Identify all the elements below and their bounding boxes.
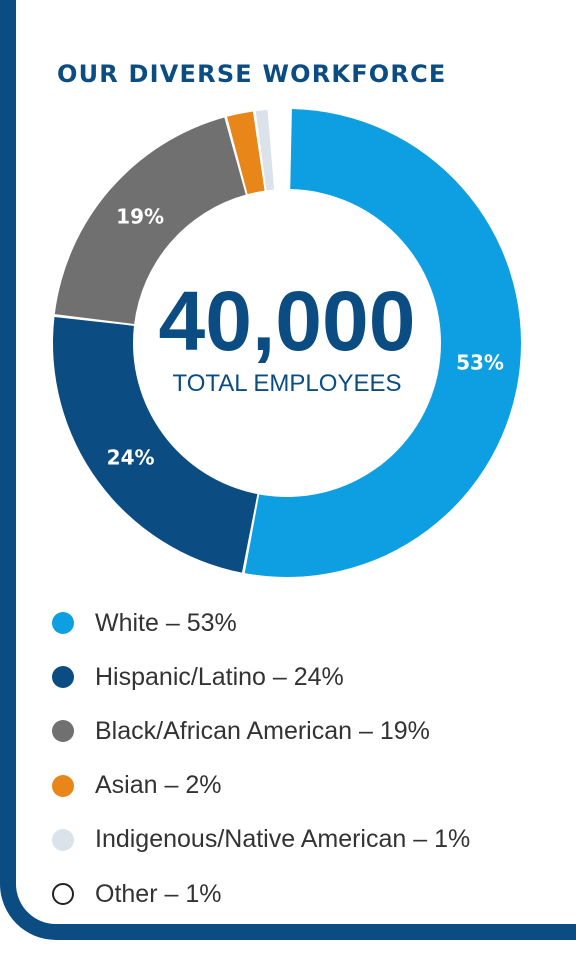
donut-chart: 53% 24% 19% 40,000 TOTAL EMPLOYEES (52, 109, 521, 577)
donut-slice-asian (227, 111, 265, 195)
legend-label: Other – 1% (95, 879, 222, 908)
donut-slices (52, 109, 521, 577)
chart-title: OUR DIVERSE WORKFORCE (57, 60, 447, 88)
legend-swatch-icon (52, 720, 74, 743)
donut-slice-black-african-american (54, 117, 246, 325)
legend-label: White – 53% (95, 608, 237, 637)
chart-legend: White – 53% Hispanic/Latino – 24% Black/Af… (52, 596, 470, 921)
legend-label: Hispanic/Latino – 24% (95, 662, 344, 691)
slice-label-hispanic-latino: 24% (107, 446, 155, 470)
donut-slice-indigenous-native-american (255, 109, 275, 191)
legend-item: Other – 1% (52, 867, 470, 921)
slice-label-white: 53% (456, 351, 504, 375)
legend-swatch-icon (52, 774, 74, 797)
legend-swatch-icon (52, 612, 74, 635)
legend-label: Asian – 2% (95, 771, 222, 800)
legend-label: Indigenous/Native American – 1% (95, 825, 471, 854)
legend-item: Hispanic/Latino – 24% (52, 650, 470, 704)
donut-slice-hispanic-latino (52, 316, 258, 573)
donut-slice-labels: 53% 24% 19% (107, 204, 504, 469)
legend-swatch-icon (52, 666, 74, 689)
total-employees-label: TOTAL EMPLOYEES (173, 370, 402, 397)
legend-swatch-icon (52, 883, 74, 906)
slice-label-black-african-american: 19% (116, 204, 164, 228)
legend-swatch-icon (52, 828, 74, 851)
legend-item: Asian – 2% (52, 759, 470, 813)
legend-label: Black/African American – 19% (95, 716, 430, 745)
total-employees-value: 40,000 (159, 274, 416, 368)
donut-slice-white (244, 109, 521, 577)
legend-item: Black/African American – 19% (52, 704, 470, 758)
legend-item: White – 53% (52, 596, 470, 650)
legend-item: Indigenous/Native American – 1% (52, 813, 470, 867)
